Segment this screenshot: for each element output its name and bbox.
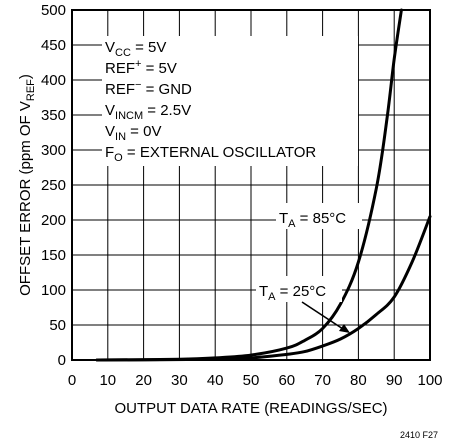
svg-text:TA = 25°C: TA = 25°C: [259, 283, 326, 303]
y-axis-label: OFFSET ERROR (ppm OF VREF): [17, 74, 37, 296]
x-tick-label: 100: [417, 372, 442, 389]
label-85c: TA = 85°C: [276, 203, 362, 230]
svg-text:TA = 85°C: TA = 85°C: [279, 210, 346, 230]
conditions-box: [102, 36, 358, 166]
y-tick-label: 0: [58, 352, 66, 369]
y-tick-label: 450: [41, 37, 66, 54]
y-tick-label: 100: [41, 282, 66, 299]
condition-line: REF− = GND: [105, 79, 192, 98]
x-axis-label: OUTPUT DATA RATE (READINGS/SEC): [114, 400, 387, 417]
tick-labels: 0 10 20 30 40 50 60 70 80 90 100 0 50 100 150 200 250 300…: [41, 2, 443, 389]
condition-line: REF+ = 5V: [105, 58, 177, 77]
condition-line: VINCM = 2.5V: [105, 102, 191, 122]
y-tick-label: 150: [41, 247, 66, 264]
condition-line: FO = EXTERNAL OSCILLATOR: [105, 144, 316, 164]
series-line-25c: [95, 215, 432, 362]
y-tick-label: 400: [41, 72, 66, 89]
y-tick-label: 300: [41, 142, 66, 159]
y-tick-label: 350: [41, 107, 66, 124]
x-tick-label: 70: [314, 372, 331, 389]
x-tick-label: 90: [386, 372, 403, 389]
x-tick-label: 30: [171, 372, 188, 389]
x-tick-label: 0: [68, 372, 76, 389]
x-tick-label: 20: [135, 372, 152, 389]
x-tick-label: 10: [99, 372, 116, 389]
x-tick-label: 40: [207, 372, 224, 389]
label-25c: TA = 25°C: [256, 276, 342, 303]
x-tick-label: 50: [243, 372, 260, 389]
y-tick-label: 200: [41, 212, 66, 229]
x-tick-label: 60: [278, 372, 295, 389]
series-lines: [95, 8, 432, 362]
x-tick-label: 80: [350, 372, 367, 389]
label-25c-arrow: [301, 301, 350, 333]
y-tick-label: 50: [49, 317, 66, 334]
condition-line: VIN = 0V: [105, 123, 161, 143]
y-tick-label: 500: [41, 2, 66, 19]
figure-id: 2410 F27: [400, 430, 438, 440]
plot-frame: [71, 9, 431, 361]
y-tick-label: 250: [41, 177, 66, 194]
condition-line: VCC = 5V: [105, 39, 166, 59]
